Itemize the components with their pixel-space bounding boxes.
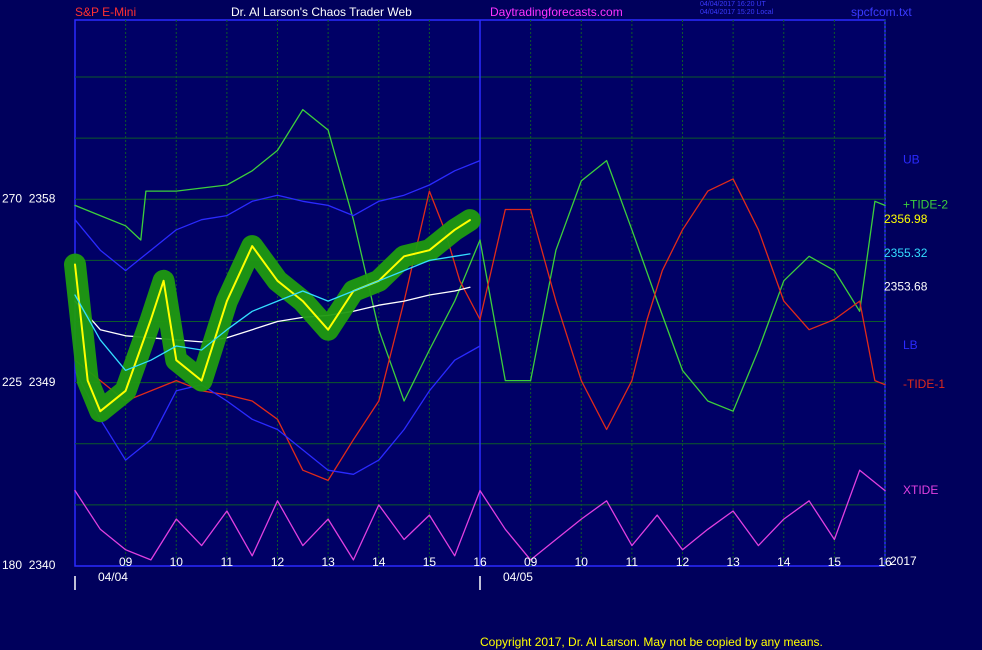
x-tick-label: 10 <box>170 555 184 569</box>
series-line <box>74 345 481 475</box>
x-tick-label: 16 <box>878 555 892 569</box>
series-name: -TIDE-1 <box>903 377 945 391</box>
copyright: Copyright 2017, Dr. Al Larson. May not b… <box>480 635 823 649</box>
website: Daytradingforecasts.com <box>490 5 623 19</box>
x-tick-label: 14 <box>372 555 386 569</box>
timestamp: 04/04/2017 16:20 UT <box>700 1 766 8</box>
x-tick-label: 10 <box>575 555 589 569</box>
last-value: 2353.68 <box>884 279 928 293</box>
y-tick-label: 180 2340 <box>2 558 56 572</box>
series-name: XTIDE <box>903 483 938 497</box>
label-layer: 09 10 11 12 13 14 15 16 09 10 11 12 13 14 15 16 270 2358… <box>2 153 948 590</box>
last-value: 2355.32 <box>884 246 928 260</box>
file-name: spcfcom.txt <box>851 5 912 19</box>
x-tick-label: 14 <box>777 555 791 569</box>
date-label: 04/05 <box>503 570 533 584</box>
series-layer <box>64 108 886 561</box>
x-tick-label: 13 <box>321 555 335 569</box>
y-tick-label: 225 2349 <box>2 375 56 389</box>
last-value: 2356.98 <box>884 212 928 226</box>
x-tick-label: 12 <box>271 555 285 569</box>
subtitle: Dr. Al Larson's Chaos Trader Web <box>231 5 412 19</box>
series-line <box>74 253 471 372</box>
date-label: 04/04 <box>98 570 128 584</box>
series-name: UB <box>903 153 920 167</box>
x-tick-label: 15 <box>423 555 437 569</box>
year: 2017 <box>890 554 917 568</box>
x-tick-label: 16 <box>473 555 487 569</box>
x-tick-label: 12 <box>676 555 690 569</box>
chart-title: S&P E-Mini <box>75 5 136 19</box>
series-line <box>74 108 886 412</box>
x-tick-label: 09 <box>524 555 538 569</box>
timestamp: 04/04/2017 15:20 Local <box>700 9 774 16</box>
x-tick-label: 15 <box>828 555 842 569</box>
series-line <box>74 178 886 482</box>
x-tick-label: 11 <box>221 555 234 569</box>
series-name: +TIDE-2 <box>903 198 948 212</box>
x-tick-label: 13 <box>726 555 740 569</box>
series-line <box>74 469 886 561</box>
x-tick-label: 11 <box>626 555 639 569</box>
y-tick-label: 270 2358 <box>2 191 56 205</box>
series-line <box>74 219 471 413</box>
series-line <box>74 159 481 272</box>
series-name: LB <box>903 338 918 352</box>
x-tick-label: 09 <box>119 555 133 569</box>
